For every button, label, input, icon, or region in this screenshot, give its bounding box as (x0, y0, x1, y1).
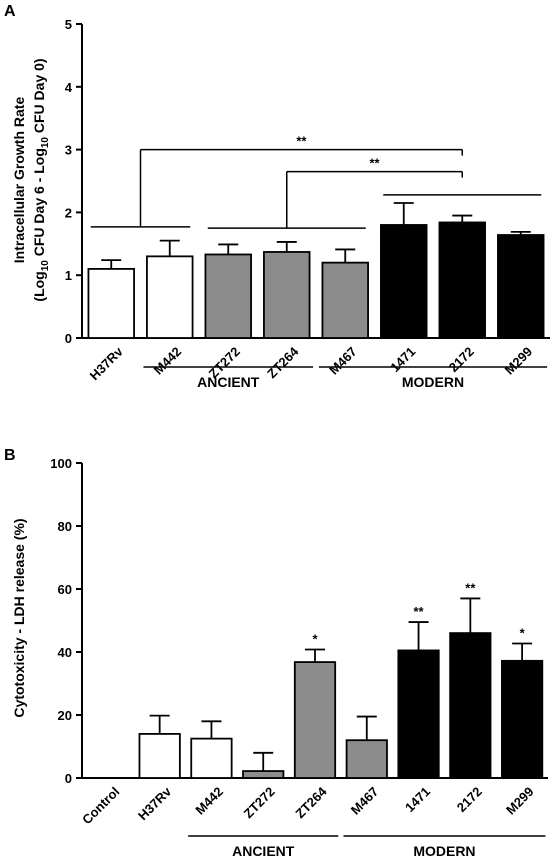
b-xtick-label: M442 (192, 784, 226, 818)
a-ytick-label: 2 (65, 205, 72, 220)
panel-a: A Intracellular Growth Rate (Log10 CFU D… (4, 3, 550, 390)
b-bar (345, 739, 388, 779)
b-ytick-label: 0 (65, 771, 72, 786)
a-bar (321, 261, 369, 339)
b-ytick-label: 20 (58, 708, 72, 723)
panel-b: B Cytotoxicity - LDH release (%) 0 20 40 60… (4, 447, 548, 859)
b-bar (138, 733, 181, 779)
b-xtick-label: H37Rv (135, 783, 175, 823)
a-xtick-label: M299 (502, 344, 536, 378)
a-bar (87, 268, 135, 339)
b-xtick-label: ZT272 (241, 784, 278, 821)
b-bar (501, 659, 544, 779)
b-significance-label: * (520, 625, 526, 640)
a-bar (497, 234, 545, 339)
b-xtick-label: 2172 (454, 784, 485, 815)
panel-b-letter: B (4, 447, 16, 464)
b-bar (449, 632, 492, 779)
panel-a-ylabel-line2: (Log10 CFU Day 6 - Log10 CFU Day 0) (31, 58, 51, 301)
b-group-label: ANCIENT (232, 843, 295, 859)
b-ytick-label: 100 (50, 456, 72, 471)
a-xtick-label: 2172 (446, 344, 477, 375)
panel-a-significance: ** ** (90, 134, 542, 229)
b-bar (242, 770, 285, 779)
b-bar (190, 737, 233, 779)
a-ytick-label: 3 (65, 143, 72, 158)
b-ytick-label: 80 (58, 519, 72, 534)
panel-a-bars (87, 202, 545, 339)
a-ytick-label: 1 (65, 268, 72, 283)
a-bar (204, 253, 252, 339)
a-bar (146, 255, 194, 339)
a-bar (263, 251, 311, 339)
b-bar (397, 649, 440, 779)
panel-a-xticks: H37Rv M442 ZT272 ZT264 M467 1471 2172 M299 (87, 343, 536, 383)
panel-a-letter: A (4, 3, 16, 20)
b-ytick-label: 40 (58, 645, 72, 660)
b-bar (293, 661, 337, 779)
panel-b-groups: ANCIENT MODERN (188, 835, 546, 859)
a-ytick-label: 5 (65, 17, 72, 32)
a-xtick-label: M442 (151, 344, 185, 378)
panel-a-groups: ANCIENT MODERN (143, 366, 548, 390)
b-significance-label: * (312, 631, 318, 646)
a-group-label: MODERN (402, 374, 464, 390)
a-sig-label: ** (369, 156, 380, 171)
a-bar (438, 221, 486, 339)
panel-b-annotations: ****** (312, 580, 525, 646)
b-xtick-label: Control (79, 784, 122, 827)
a-xtick-label: 1471 (387, 344, 418, 375)
b-xtick-label: M467 (348, 784, 382, 818)
b-significance-label: ** (465, 580, 476, 595)
panel-b-bars (138, 597, 544, 779)
b-xtick-label: 1471 (402, 784, 433, 815)
a-xtick-label: ZT264 (264, 343, 302, 381)
panel-a-ylabel-line1: Intracellular Growth Rate (11, 97, 27, 264)
a-xtick-label: M467 (326, 344, 360, 378)
a-ytick-label: 0 (65, 331, 72, 346)
b-xtick-label: ZT264 (292, 783, 330, 821)
b-significance-label: ** (413, 604, 424, 619)
panel-b-ylabel: Cytotoxicity - LDH release (%) (11, 518, 27, 717)
b-group-label: MODERN (413, 843, 475, 859)
a-sig-label: ** (296, 134, 307, 149)
a-group-label: ANCIENT (197, 374, 260, 390)
panel-b-xticks: Control H37Rv M442 ZT272 ZT264 M467 1471 2172 M2… (79, 783, 537, 827)
a-xtick-label: H37Rv (87, 343, 127, 383)
a-ytick-label: 4 (65, 80, 73, 95)
b-ytick-label: 60 (58, 582, 72, 597)
a-bar (380, 224, 428, 339)
b-xtick-label: M299 (503, 784, 537, 818)
